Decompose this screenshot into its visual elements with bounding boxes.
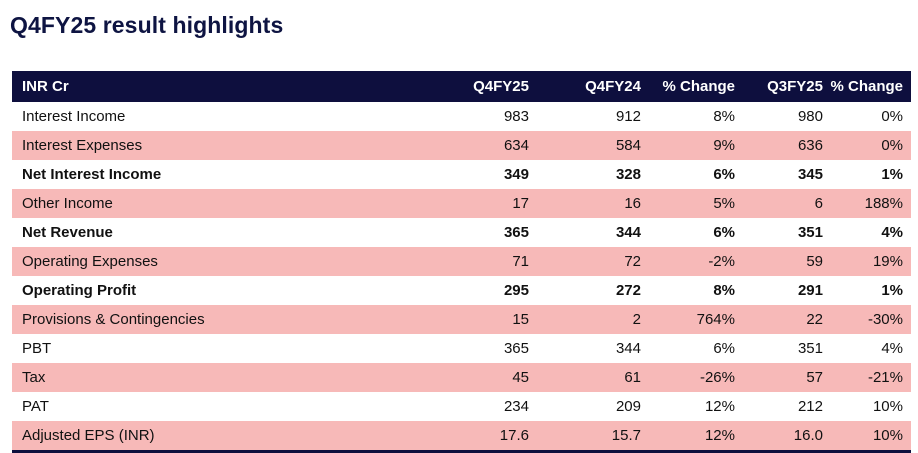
cell-qoq-change: 10% [872, 398, 903, 415]
cell-q4fy25: 983 [503, 108, 529, 125]
table-row: Interest Income 983 912 8% 980 0% [12, 102, 911, 131]
column-header-yoy-change: % Change [662, 78, 735, 95]
cell-qoq-change: 1% [881, 282, 903, 299]
cell-q3fy25: 22 [806, 311, 823, 328]
row-label: Net Interest Income [22, 166, 162, 183]
table-row: Provisions & Contingencies 15 2 764% 22 -30% [12, 305, 911, 334]
cell-yoy-change: 6% [713, 166, 735, 183]
row-label: Operating Expenses [22, 253, 158, 270]
cell-yoy-change: 12% [641, 421, 735, 453]
cell-q3fy25: 636 [797, 137, 823, 154]
cell-q4fy25: 349 [503, 166, 529, 183]
cell-yoy-change: 8% [713, 282, 735, 299]
cell-q4fy24: 209 [615, 398, 641, 415]
row-label: PAT [22, 398, 49, 415]
column-header-q3fy25: Q3FY25 [767, 78, 823, 95]
column-header-label: INR Cr [22, 78, 69, 95]
cell-q4fy25: 15 [512, 311, 529, 328]
results-table: INR Cr Q4FY25 Q4FY24 % Change Q3FY25 % C… [12, 71, 911, 453]
row-label: Tax [22, 369, 46, 386]
cell-q3fy25: 291 [797, 282, 823, 299]
cell-qoq-change: 1% [881, 166, 903, 183]
row-label: Adjusted EPS (INR) [12, 421, 432, 453]
cell-q3fy25: 351 [797, 224, 823, 241]
cell-q4fy24: 2 [632, 311, 641, 328]
table-row: Net Revenue 365 344 6% 351 4% [12, 218, 911, 247]
table-row: Net Interest Income 349 328 6% 345 1% [12, 160, 911, 189]
row-label: Interest Income [22, 108, 126, 125]
cell-qoq-change: 0% [881, 137, 903, 154]
row-label: Other Income [22, 195, 113, 212]
cell-q4fy24: 344 [615, 340, 641, 357]
cell-q4fy24: 272 [615, 282, 641, 299]
cell-q4fy25: 17.6 [432, 421, 529, 453]
cell-q4fy25: 234 [503, 398, 529, 415]
cell-q4fy24: 584 [615, 137, 641, 154]
cell-q4fy24: 344 [615, 224, 641, 241]
cell-q4fy25: 71 [512, 253, 529, 270]
cell-q3fy25: 6 [814, 195, 823, 212]
cell-qoq-change: 4% [881, 224, 903, 241]
cell-yoy-change: 8% [713, 108, 735, 125]
cell-q4fy25: 365 [503, 340, 529, 357]
table-row: PAT 234 209 12% 212 10% [12, 392, 911, 421]
cell-yoy-change: 6% [713, 224, 735, 241]
row-label: PBT [22, 340, 52, 357]
cell-q3fy25: 212 [797, 398, 823, 415]
table-row: Interest Expenses 634 584 9% 636 0% [12, 131, 911, 160]
cell-q3fy25: 980 [797, 108, 823, 125]
cell-q4fy25: 634 [503, 137, 529, 154]
page-title: Q4FY25 result highlights [10, 12, 284, 38]
cell-yoy-change: 6% [713, 340, 735, 357]
cell-q4fy24: 72 [624, 253, 641, 270]
table-row: Operating Expenses 71 72 -2% 59 19% [12, 247, 911, 276]
cell-qoq-change: 0% [881, 108, 903, 125]
cell-yoy-change: -2% [708, 253, 735, 270]
cell-q4fy24: 328 [615, 166, 641, 183]
cell-q4fy25: 45 [512, 369, 529, 386]
table-body: Interest Income 983 912 8% 980 0% Interest Exp… [12, 102, 911, 453]
table-row: Operating Profit 295 272 8% 291 1% [12, 276, 911, 305]
table-header: INR Cr Q4FY25 Q4FY24 % Change Q3FY25 % C… [12, 71, 911, 102]
cell-q4fy24: 912 [615, 108, 641, 125]
column-header-q4fy25: Q4FY25 [473, 78, 529, 95]
cell-q3fy25: 16.0 [735, 421, 823, 453]
cell-q4fy24: 61 [624, 369, 641, 386]
row-label: Operating Profit [22, 282, 137, 299]
column-header-q4fy24: Q4FY24 [585, 78, 641, 95]
cell-yoy-change: 764% [696, 311, 735, 328]
table-row: Adjusted EPS (INR) 17.6 15.7 12% 16.0 10% [12, 421, 911, 453]
row-label: Provisions & Contingencies [22, 311, 205, 328]
cell-q4fy24: 16 [624, 195, 641, 212]
cell-q4fy25: 17 [512, 195, 529, 212]
cell-qoq-change: -30% [867, 311, 903, 328]
cell-q4fy25: 295 [503, 282, 529, 299]
column-header-qoq-change: % Change [830, 78, 903, 95]
header-row: INR Cr Q4FY25 Q4FY24 % Change Q3FY25 % C… [12, 71, 911, 102]
row-label: Interest Expenses [22, 137, 143, 154]
cell-q3fy25: 59 [806, 253, 823, 270]
cell-yoy-change: 12% [704, 398, 735, 415]
cell-qoq-change: 10% [823, 421, 911, 453]
cell-q3fy25: 351 [797, 340, 823, 357]
cell-qoq-change: 4% [881, 340, 903, 357]
cell-qoq-change: 19% [872, 253, 903, 270]
cell-yoy-change: -26% [699, 369, 735, 386]
cell-q3fy25: 345 [797, 166, 823, 183]
table-row: Tax 45 61 -26% 57 -21% [12, 363, 911, 392]
table-row: PBT 365 344 6% 351 4% [12, 334, 911, 363]
cell-q4fy25: 365 [503, 224, 529, 241]
cell-q4fy24: 15.7 [529, 421, 641, 453]
cell-yoy-change: 9% [713, 137, 735, 154]
row-label: Net Revenue [22, 224, 113, 241]
cell-qoq-change: 188% [864, 195, 903, 212]
cell-q3fy25: 57 [806, 369, 823, 386]
cell-qoq-change: -21% [867, 369, 903, 386]
cell-yoy-change: 5% [713, 195, 735, 212]
table-row: Other Income 17 16 5% 6 188% [12, 189, 911, 218]
